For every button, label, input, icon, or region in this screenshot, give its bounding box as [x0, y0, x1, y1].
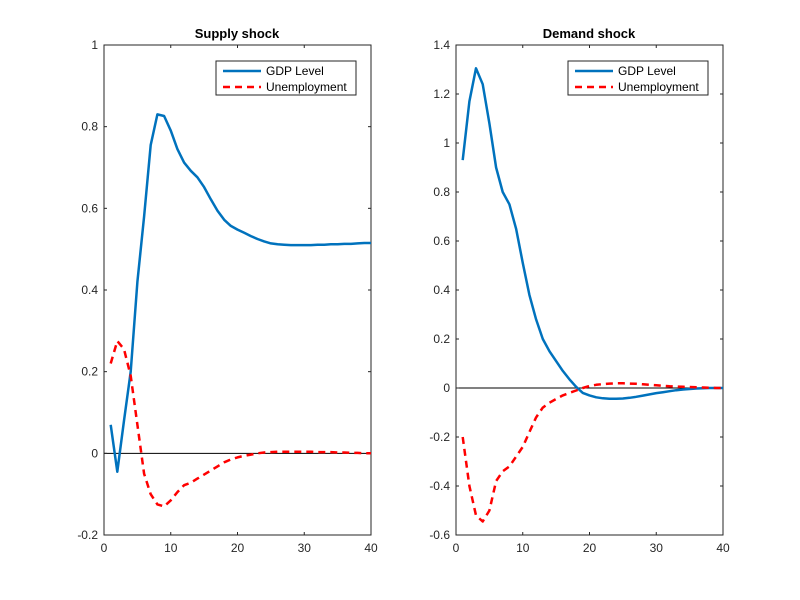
y-tick-label: 0: [91, 446, 98, 460]
y-tick-label: 0.6: [433, 234, 450, 248]
supply-shock-panel: Supply shock -0.200.20.40.60.810 10 20 30 40…: [77, 26, 378, 555]
panel-title: Demand shock: [543, 26, 636, 41]
legend-label: GDP Level: [618, 64, 676, 78]
x-tick-label: 40: [716, 541, 730, 555]
axes-box: [103, 44, 372, 536]
gdp-level-line: [461, 67, 723, 401]
legend-label: Unemployment: [266, 80, 347, 94]
y-tick-label: 1.2: [433, 87, 450, 101]
y-tick-label: 0.2: [433, 332, 450, 346]
y-tick-label: -0.6: [429, 528, 450, 542]
axes-box: [455, 44, 724, 536]
x-tick-label: 30: [298, 541, 312, 555]
unemployment-line: [461, 382, 723, 523]
y-tick-label: 0.8: [433, 185, 450, 199]
y-tick-label: 0.2: [81, 365, 98, 379]
x-tick-label: 20: [583, 541, 597, 555]
gdp-level-line: [109, 113, 371, 473]
legend: [567, 60, 709, 96]
x-tick-label: 0: [101, 541, 108, 555]
unemployment-line: [109, 339, 371, 508]
y-tick-label: 1: [91, 38, 98, 52]
y-tick-label: 1: [443, 136, 450, 150]
y-tick-label: 0.6: [81, 201, 98, 215]
y-tick-label: 0: [443, 381, 450, 395]
x-tick-label: 20: [231, 541, 245, 555]
legend: [215, 60, 357, 96]
y-tick-label: -0.2: [77, 528, 98, 542]
y-tick-label: 0.8: [81, 120, 98, 134]
y-tick-label: 0.4: [433, 283, 450, 297]
y-tick-label: -0.2: [429, 430, 450, 444]
x-tick-label: 0: [453, 541, 460, 555]
legend-label: GDP Level: [266, 64, 324, 78]
y-tick-label: -0.4: [429, 479, 450, 493]
x-tick-label: 10: [164, 541, 178, 555]
legend-label: Unemployment: [618, 80, 699, 94]
y-tick-label: 0.4: [81, 283, 98, 297]
x-tick-label: 30: [650, 541, 664, 555]
y-tick-label: 1.4: [433, 38, 450, 52]
x-tick-label: 10: [516, 541, 530, 555]
x-tick-label: 40: [364, 541, 378, 555]
demand-shock-panel: Demand shock -0.6 -0.4 -0.2 0 0.2 0.4 0.6 0.8 1 1…: [429, 26, 730, 555]
panel-title: Supply shock: [195, 26, 280, 41]
